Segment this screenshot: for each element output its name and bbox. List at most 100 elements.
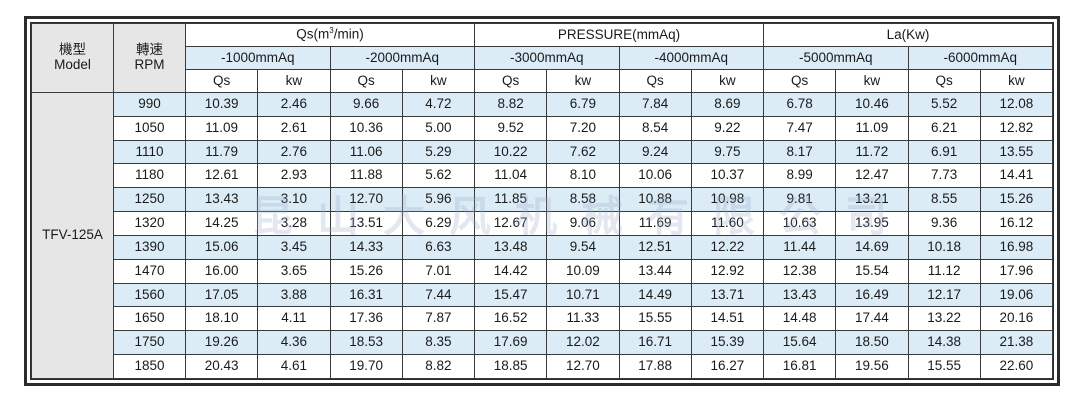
qs-label: Qs(m [296,26,330,42]
qs-value-cell: 9.66 [329,92,403,117]
spec-table-frame: 機型 Model 轉速 RPM Qs(m3/min) PRESSURE(mmAq… [24,16,1060,386]
qs-value-cell: 7.84 [618,92,692,117]
qs-value-cell: 5.52 [907,92,981,117]
rpm-header-cn: 轉速 [136,42,163,58]
qs-value-cell: 14.25 [184,211,259,236]
kw-value-cell: 12.22 [690,234,765,260]
kw-subheader: kw [979,69,1053,93]
qs-value-cell: 11.04 [473,163,548,189]
kw-value-cell: 19.56 [835,354,909,379]
kw-value-cell: 16.98 [979,234,1053,260]
qs-value-cell: 14.49 [618,282,692,308]
qs-value-cell: 11.85 [473,187,548,213]
qs-value-cell: 8.99 [762,163,837,189]
kw-value-cell: 4.11 [257,306,331,332]
kw-value-cell: 14.51 [690,306,765,332]
table-row: 1650 18.10 4.11 17.36 7.87 16.52 11.33 15.55 14.… [32,306,1053,332]
qs-value-cell: 14.48 [762,306,837,332]
la-group-header: La(Kw) [763,23,1053,47]
model-header-cn: 機型 [59,42,86,58]
qs-subheader: Qs [329,69,403,93]
kw-subheader: kw [835,69,909,93]
qs-value-cell: 13.43 [762,282,837,308]
kw-value-cell: 9.75 [690,139,765,165]
table-row: 1110 11.79 2.76 11.06 5.29 10.22 7.62 9.24 9.75 8… [32,139,1053,165]
qs-value-cell: 10.39 [184,92,259,117]
qs-value-cell: 12.67 [473,211,548,236]
qs-value-cell: 13.44 [618,258,692,284]
table-row: 1850 20.43 4.61 19.70 8.82 18.85 12.70 17.88 16.… [32,354,1053,379]
qs-value-cell: 13.51 [329,211,403,236]
qs-value-cell: 11.79 [184,139,259,165]
qs-value-cell: 15.55 [907,354,981,379]
kw-subheader: kw [546,69,620,93]
kw-value-cell: 5.00 [401,115,476,141]
qs-value-cell: 18.85 [473,354,548,379]
kw-value-cell: 12.47 [835,163,909,189]
qs-value-cell: 10.36 [329,115,403,141]
kw-value-cell: 10.98 [690,187,765,213]
kw-value-cell: 15.39 [690,330,765,356]
rpm-cell: 1320 [113,211,186,236]
qs-value-cell: 15.26 [329,258,403,284]
model-header-en: Model [54,57,91,72]
kw-value-cell: 12.82 [979,115,1053,141]
qs-value-cell: 6.91 [907,139,981,165]
qs-value-cell: 7.47 [762,115,837,141]
qs-sup: 3 [329,26,334,36]
qs-value-cell: 10.88 [618,187,692,213]
rpm-cell: 1560 [113,282,186,308]
qs-value-cell: 10.22 [473,139,548,165]
kw-value-cell: 10.37 [690,163,765,189]
model-header: 機型 Model [31,23,114,93]
qs-value-cell: 10.18 [907,234,981,260]
kw-value-cell: 4.61 [257,354,331,379]
table-row: 1050 11.09 2.61 10.36 5.00 9.52 7.20 8.54 9.22 7.… [32,115,1053,141]
kw-value-cell: 17.96 [979,258,1053,284]
table-row: 1470 16.00 3.65 15.26 7.01 14.42 10.09 13.44 12.… [32,258,1053,284]
table-row: TFV-125A 990 10.39 2.46 9.66 4.72 8.82 6.79 7.84… [31,92,1053,379]
kw-value-cell: 14.41 [979,163,1053,189]
table-row: 1560 17.05 3.88 16.31 7.44 15.47 10.71 14.49 13.… [32,282,1053,308]
qs-value-cell: 13.22 [907,306,981,332]
kw-value-cell: 3.65 [257,258,331,284]
fan-performance-table: 機型 Model 轉速 RPM Qs(m3/min) PRESSURE(mmAq… [31,23,1053,379]
kw-value-cell: 6.29 [401,211,476,236]
kw-value-cell: 15.26 [979,187,1053,213]
kw-value-cell: 10.46 [835,92,909,117]
model-cell: TFV-125A [31,92,114,379]
qs-value-cell: 17.05 [184,282,259,308]
qs-value-cell: 12.61 [184,163,259,189]
kw-value-cell: 17.44 [835,306,909,332]
qs-value-cell: 6.78 [762,92,837,117]
qs-value-cell: 17.88 [618,354,692,379]
rpm-cell: 990 [113,92,186,117]
kw-value-cell: 5.62 [401,163,476,189]
qs-value-cell: 10.06 [618,163,692,189]
kw-value-cell: 8.82 [401,354,476,379]
kw-value-cell: 16.49 [835,282,909,308]
kw-value-cell: 18.50 [835,330,909,356]
qs-subheader: Qs [762,69,837,93]
kw-value-cell: 22.60 [979,354,1053,379]
kw-value-cell: 7.87 [401,306,476,332]
pressure-header: -1000mmAq [185,46,331,70]
rpm-cell: 1110 [113,139,186,165]
qs-value-cell: 12.70 [329,187,403,213]
qs-value-cell: 12.17 [907,282,981,308]
rpm-cell: 1750 [113,330,186,356]
kw-subheader: kw [690,69,765,93]
kw-value-cell: 2.93 [257,163,331,189]
kw-value-cell: 14.69 [835,234,909,260]
qs-value-cell: 13.43 [184,187,259,213]
pressure-header: -5000mmAq [763,46,909,70]
kw-value-cell: 2.76 [257,139,331,165]
kw-value-cell: 7.62 [546,139,620,165]
qs-value-cell: 16.00 [184,258,259,284]
kw-value-cell: 3.45 [257,234,331,260]
kw-value-cell: 10.71 [546,282,620,308]
kw-value-cell: 9.06 [546,211,620,236]
kw-value-cell: 13.21 [835,187,909,213]
pressure-header: -3000mmAq [474,46,620,70]
kw-value-cell: 8.35 [401,330,476,356]
